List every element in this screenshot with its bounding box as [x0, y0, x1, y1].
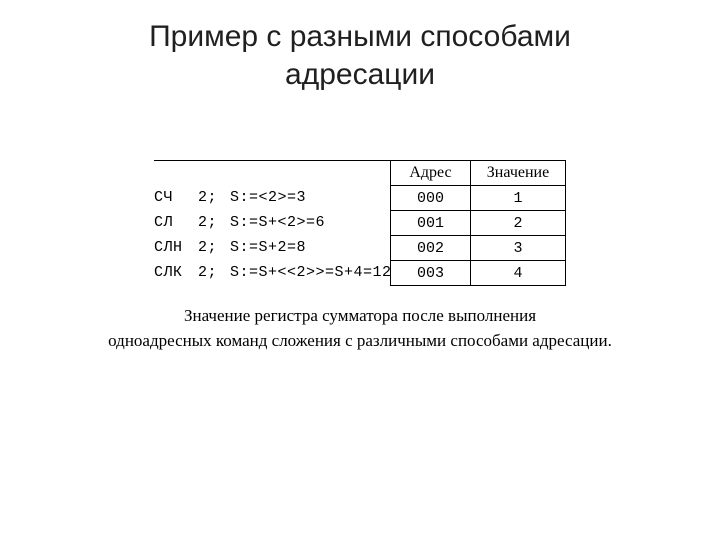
- code-mnemonic: СЧ: [154, 185, 198, 210]
- slide: Пример с разными способами адресации СЧ …: [0, 0, 720, 540]
- code-arg: 2;: [198, 210, 230, 235]
- slide-title: Пример с разными способами адресации: [0, 0, 720, 93]
- code-expr: S:=<2>=3: [230, 185, 390, 210]
- figure-caption: Значение регистра сумматора после выполн…: [0, 304, 720, 353]
- cell-value: 3: [471, 236, 566, 261]
- code-mnemonic: СЛН: [154, 235, 198, 260]
- memory-table: Адрес Значение 000 1 001 2 002 3 003 4: [390, 160, 566, 286]
- table-row: 001 2: [391, 211, 566, 236]
- header-address: Адрес: [391, 161, 471, 186]
- caption-line-1: Значение регистра сумматора после выполн…: [184, 306, 536, 325]
- cell-address: 000: [391, 186, 471, 211]
- code-mnemonic: СЛ: [154, 210, 198, 235]
- cell-address: 003: [391, 261, 471, 286]
- code-expr: S:=S+2=8: [230, 235, 390, 260]
- table-row: 003 4: [391, 261, 566, 286]
- cell-value: 2: [471, 211, 566, 236]
- code-row: СЛ 2; S:=S+<2>=6: [154, 210, 390, 235]
- code-expr: S:=S+<2>=6: [230, 210, 390, 235]
- code-expr: S:=S+<<2>>=S+4=12: [230, 260, 390, 285]
- code-arg: 2;: [198, 185, 230, 210]
- code-arg: 2;: [198, 260, 230, 285]
- figure-row: СЧ 2; S:=<2>=3 СЛ 2; S:=S+<2>=6 СЛН 2; S…: [0, 160, 720, 286]
- instruction-listing: СЧ 2; S:=<2>=3 СЛ 2; S:=S+<2>=6 СЛН 2; S…: [154, 160, 390, 285]
- table-header-row: Адрес Значение: [391, 161, 566, 186]
- code-row: СЛК 2; S:=S+<<2>>=S+4=12: [154, 260, 390, 285]
- code-row: СЧ 2; S:=<2>=3: [154, 185, 390, 210]
- title-line-1: Пример с разными способами: [149, 20, 571, 53]
- cell-value: 1: [471, 186, 566, 211]
- caption-line-2: одноадресных команд сложения с различным…: [108, 331, 612, 350]
- figure-block: СЧ 2; S:=<2>=3 СЛ 2; S:=S+<2>=6 СЛН 2; S…: [0, 160, 720, 353]
- header-value: Значение: [471, 161, 566, 186]
- title-line-2: адресации: [285, 58, 435, 91]
- cell-address: 002: [391, 236, 471, 261]
- listing-rule: [154, 160, 390, 161]
- table-row: 000 1: [391, 186, 566, 211]
- code-mnemonic: СЛК: [154, 260, 198, 285]
- code-arg: 2;: [198, 235, 230, 260]
- code-row: СЛН 2; S:=S+2=8: [154, 235, 390, 260]
- cell-value: 4: [471, 261, 566, 286]
- cell-address: 001: [391, 211, 471, 236]
- table-row: 002 3: [391, 236, 566, 261]
